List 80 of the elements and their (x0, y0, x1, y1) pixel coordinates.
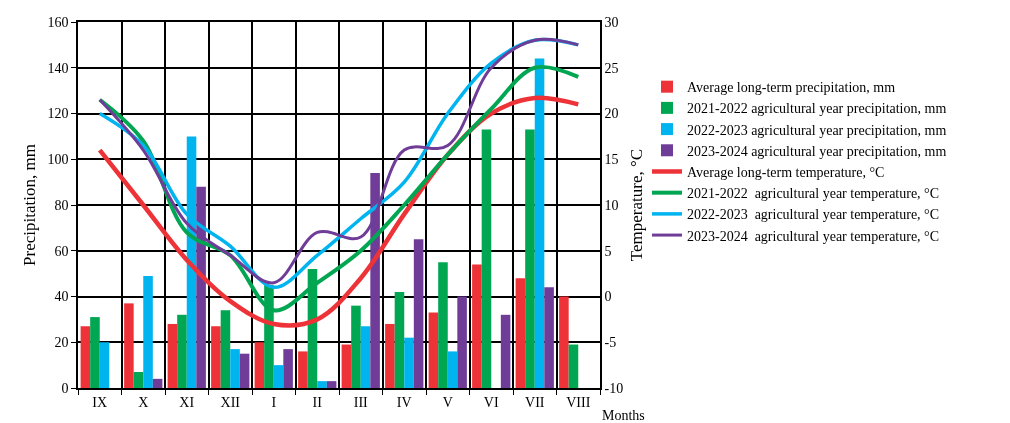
bar (515, 278, 526, 388)
x-tick-label: IX (92, 394, 108, 410)
x-tick-label: X (138, 394, 149, 410)
bar (394, 291, 405, 388)
bar (351, 305, 361, 388)
bar (413, 239, 424, 388)
bar (152, 378, 163, 388)
x-tick-label: XII (220, 394, 241, 410)
legend-label: 2022-2023 agricultural year precipitation, mm (686, 122, 947, 138)
bar (534, 58, 545, 388)
bar (568, 344, 579, 388)
y2-tick-label: -10 (604, 380, 624, 396)
x-tick-label: V (442, 394, 453, 410)
bar (99, 342, 110, 388)
bar (220, 310, 231, 388)
x-tick-label: I (271, 394, 277, 410)
bar (143, 275, 153, 388)
bar (428, 312, 439, 388)
x-tick-label: VI (483, 394, 499, 410)
y2-tick-label: 5 (604, 243, 612, 259)
y-tick-label: 100 (47, 152, 69, 168)
legend-label: 2023-2024 agricultural year precipitation, mm (686, 143, 947, 159)
y2-tick-label: 30 (604, 14, 619, 30)
bar (544, 287, 554, 388)
y-tick-label: 80 (54, 197, 69, 213)
y2-tick-label: 15 (604, 152, 619, 168)
bar (90, 317, 100, 388)
bar (298, 351, 308, 388)
y2-tick-label: 10 (604, 197, 619, 213)
bar (133, 371, 144, 388)
legend-label: 2023-2024 agricultural year temperature, °C (686, 228, 940, 244)
bar (283, 349, 293, 388)
y-tick-label: 160 (47, 14, 69, 30)
legend-label: Average long-term precipitation, mm (686, 80, 896, 96)
bar (559, 296, 569, 388)
bar (525, 129, 535, 388)
legend-label: 2021-2022 agricultural year precipitation, mm (686, 101, 947, 117)
x-tick-label: II (312, 394, 323, 410)
x-tick-label: IV (396, 394, 412, 410)
legend-label: 2021-2022 agricultural year temperature, °C (686, 186, 940, 202)
y-tick-label: 120 (47, 106, 69, 122)
y2-tick-label: 20 (604, 106, 619, 122)
bar (239, 353, 250, 388)
y-tick-label: 140 (47, 60, 69, 76)
y-tick-label: 20 (54, 335, 69, 351)
y-tick-label: 0 (61, 380, 69, 396)
legend-label: 2022-2023 agricultural year temperature, °C (686, 207, 940, 223)
y2-tick-label: -5 (604, 335, 617, 351)
bar (341, 344, 352, 388)
bar (438, 262, 448, 388)
bar (404, 337, 414, 388)
y2-axis-title: Temperature, °C (627, 148, 647, 262)
bar (457, 296, 467, 388)
bar (254, 342, 265, 388)
bar (211, 326, 221, 388)
legend-label: Average long-term temperature, °C (686, 164, 885, 180)
bar (167, 323, 178, 388)
y2-tick-label: 25 (604, 60, 619, 76)
bar (80, 326, 91, 388)
bar (472, 264, 482, 388)
x-axis-title: Months (602, 408, 645, 423)
bar (124, 303, 134, 388)
y-axis-title: Precipitation, mm (19, 144, 39, 266)
bar (230, 349, 240, 388)
y2-tick-label: 0 (604, 289, 612, 305)
bar (360, 326, 371, 388)
bar (273, 365, 284, 388)
bar (326, 381, 337, 388)
bar (177, 314, 187, 388)
x-tick-label: III (353, 394, 369, 410)
bar (385, 323, 395, 388)
bar (317, 381, 327, 388)
x-tick-label: VIII (566, 394, 591, 410)
y-tick-label: 40 (54, 289, 69, 305)
y-tick-label: 60 (54, 243, 69, 259)
bar (481, 129, 492, 388)
bar (447, 351, 458, 388)
bar (500, 314, 511, 388)
x-tick-label: XI (179, 394, 195, 410)
x-tick-label: VII (525, 394, 545, 410)
